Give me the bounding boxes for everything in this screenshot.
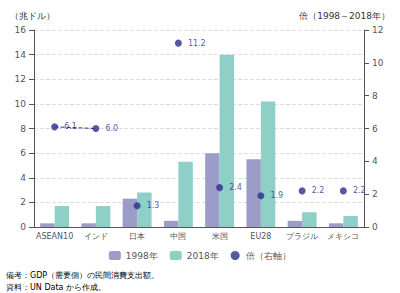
svg-text:資料：UN Data から作成。: 資料：UN Data から作成。	[6, 283, 106, 292]
svg-text:0: 0	[372, 222, 378, 232]
svg-text:2.2: 2.2	[312, 186, 325, 195]
svg-text:2: 2	[20, 197, 26, 207]
svg-text:14: 14	[15, 50, 27, 60]
svg-text:メキシコ: メキシコ	[327, 232, 359, 241]
svg-text:1.9: 1.9	[270, 191, 283, 200]
svg-text:2018年: 2018年	[187, 251, 219, 261]
svg-text:日本: 日本	[129, 232, 145, 241]
svg-text:1998年: 1998年	[126, 251, 158, 261]
svg-text:8: 8	[372, 91, 378, 101]
svg-text:2.2: 2.2	[353, 186, 366, 195]
svg-text:米国: 米国	[212, 232, 228, 241]
svg-text:6.1: 6.1	[64, 122, 77, 131]
svg-text:1.3: 1.3	[147, 201, 160, 210]
svg-text:8: 8	[20, 124, 26, 134]
svg-text:0: 0	[20, 222, 26, 232]
svg-text:6.0: 6.0	[105, 124, 118, 133]
svg-text:11.2: 11.2	[188, 39, 206, 48]
svg-text:6: 6	[20, 148, 26, 158]
svg-text:備考：GDP（需要側）の民間消費支出額。: 備考：GDP（需要側）の民間消費支出額。	[6, 271, 159, 280]
svg-text:倍（1998～2018年）: 倍（1998～2018年）	[299, 11, 390, 21]
svg-text:インド: インド	[84, 232, 108, 241]
svg-text:16: 16	[15, 25, 27, 35]
svg-text:4: 4	[20, 173, 26, 183]
svg-text:10: 10	[372, 58, 384, 68]
svg-text:6: 6	[372, 124, 378, 134]
svg-text:12: 12	[15, 74, 26, 84]
svg-text:EU28: EU28	[250, 232, 271, 241]
svg-text:中国: 中国	[170, 232, 186, 241]
svg-text:ブラジル: ブラジル	[286, 232, 318, 241]
svg-text:2: 2	[372, 189, 378, 199]
svg-text:2.4: 2.4	[229, 183, 242, 192]
svg-text:（兆ドル）: （兆ドル）	[10, 11, 55, 21]
svg-text:4: 4	[372, 156, 378, 166]
svg-text:倍（右軸）: 倍（右軸）	[246, 251, 291, 261]
svg-text:10: 10	[15, 99, 27, 109]
svg-text:12: 12	[372, 25, 383, 35]
svg-text:ASEAN10: ASEAN10	[36, 232, 73, 241]
